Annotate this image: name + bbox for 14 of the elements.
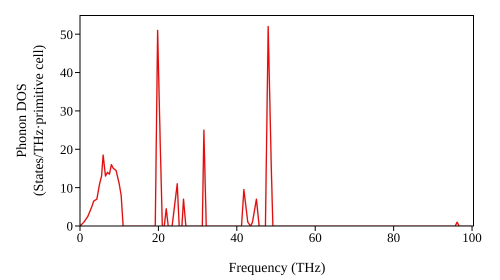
x-tick-label: 20 bbox=[152, 230, 165, 246]
x-axis-title: Frequency (THz) bbox=[228, 261, 326, 276]
x-tick-label: 60 bbox=[308, 230, 322, 246]
y-axis-title: Phonon DOS (States/THz·primitive cell) bbox=[15, 44, 47, 196]
y-tick-label: 40 bbox=[60, 65, 73, 80]
y-tick-label: 0 bbox=[66, 218, 73, 234]
y-tick-label: 30 bbox=[60, 104, 73, 119]
y-tick-label: 20 bbox=[60, 142, 73, 157]
y-tick-label: 50 bbox=[60, 26, 73, 42]
x-tick-label: 80 bbox=[387, 230, 400, 246]
x-tick-label: 40 bbox=[230, 230, 244, 246]
x-tick-label: 100 bbox=[462, 230, 482, 246]
y-tick-label: 10 bbox=[60, 180, 73, 196]
x-tick-label: 0 bbox=[76, 230, 84, 246]
